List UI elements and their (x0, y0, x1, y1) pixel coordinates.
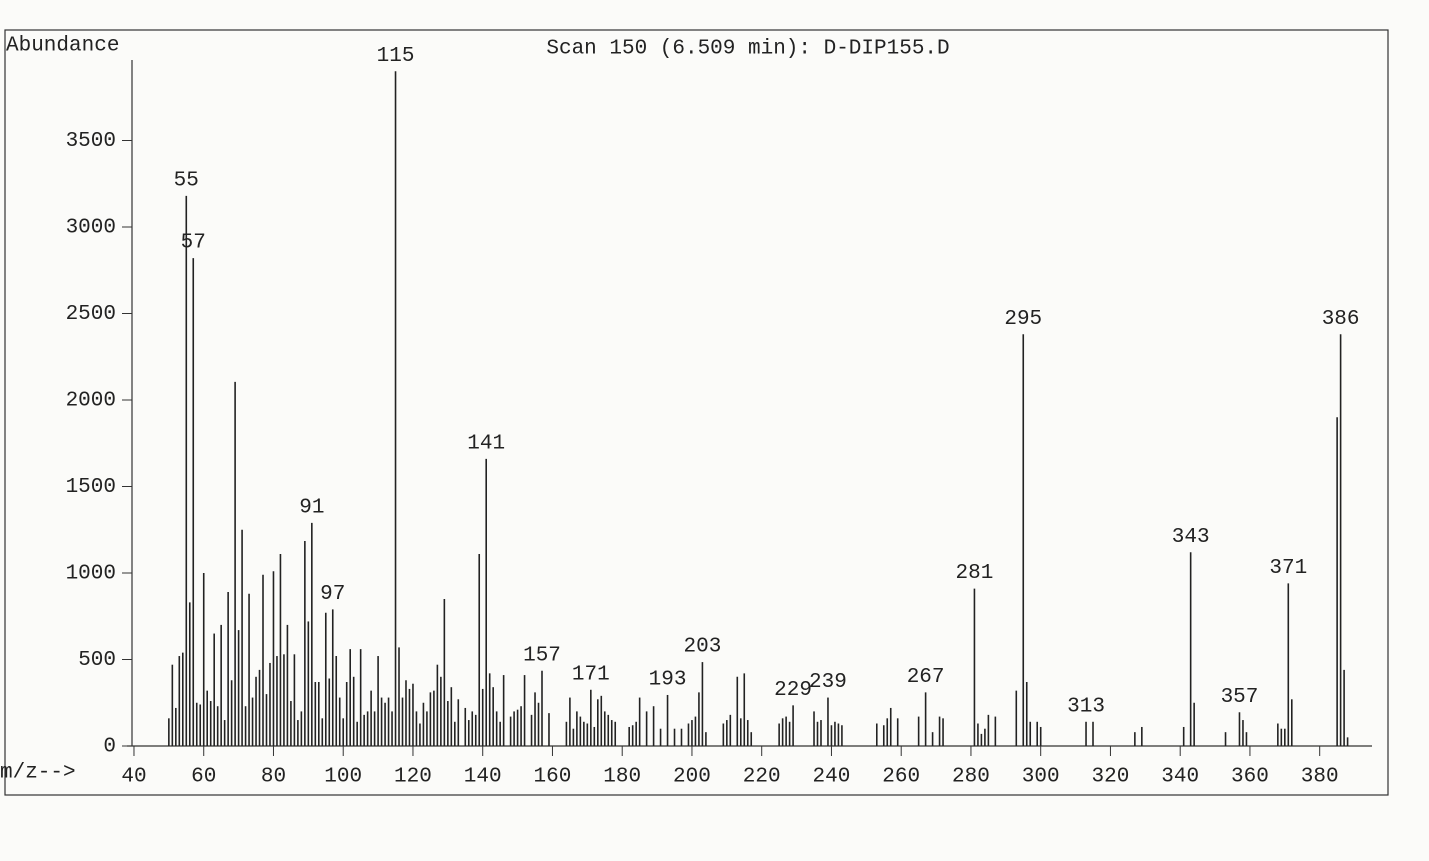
peak-label: 295 (1004, 308, 1042, 331)
y-tick-label: 3000 (66, 217, 116, 240)
peak-label: 55 (174, 169, 199, 192)
peak-label: 157 (523, 644, 561, 667)
peak-label: 115 (377, 45, 415, 68)
x-tick-label: 260 (882, 766, 920, 789)
x-tick-label: 360 (1231, 766, 1269, 789)
x-axis-label: m/z--> (0, 762, 76, 785)
x-tick-label: 80 (261, 766, 286, 789)
peak-label: 267 (907, 666, 945, 689)
x-tick-label: 380 (1301, 766, 1339, 789)
y-tick-label: 1000 (66, 563, 116, 586)
peak-label: 91 (299, 496, 324, 519)
peak-label: 203 (684, 636, 722, 659)
y-tick-label: 2500 (66, 303, 116, 326)
y-tick-label: 3500 (66, 130, 116, 153)
x-tick-label: 100 (324, 766, 362, 789)
y-tick-label: 2000 (66, 390, 116, 413)
peak-label: 313 (1067, 695, 1105, 718)
peak-label: 57 (181, 232, 206, 255)
frame (4, 29, 1389, 796)
peak-label: 281 (956, 562, 994, 585)
peak-label: 357 (1221, 686, 1259, 709)
peak-label: 193 (649, 669, 687, 692)
peak-label: 239 (809, 671, 847, 694)
x-tick-label: 220 (743, 766, 781, 789)
x-tick-label: 120 (394, 766, 432, 789)
y-tick-label: 0 (103, 736, 116, 759)
y-tick-label: 500 (78, 649, 116, 672)
y-tick-label: 1500 (66, 476, 116, 499)
peak-label: 371 (1269, 557, 1307, 580)
x-tick-label: 40 (121, 766, 146, 789)
x-tick-label: 340 (1161, 766, 1199, 789)
x-tick-label: 240 (813, 766, 851, 789)
x-tick-label: 140 (464, 766, 502, 789)
peak-label: 171 (572, 663, 610, 686)
x-tick-label: 280 (952, 766, 990, 789)
x-tick-label: 300 (1022, 766, 1060, 789)
peak-label: 386 (1322, 308, 1360, 331)
peak-label: 141 (467, 432, 505, 455)
x-tick-label: 200 (673, 766, 711, 789)
peak-label: 343 (1172, 526, 1210, 549)
peak-label: 97 (320, 583, 345, 606)
x-tick-label: 60 (191, 766, 216, 789)
peak-label: 229 (774, 679, 812, 702)
y-axis-label: Abundance (6, 35, 119, 58)
chart-title: Scan 150 (6.509 min): D-DIP155.D (546, 38, 949, 61)
x-tick-label: 320 (1092, 766, 1130, 789)
x-tick-label: 180 (603, 766, 641, 789)
x-tick-label: 160 (534, 766, 572, 789)
